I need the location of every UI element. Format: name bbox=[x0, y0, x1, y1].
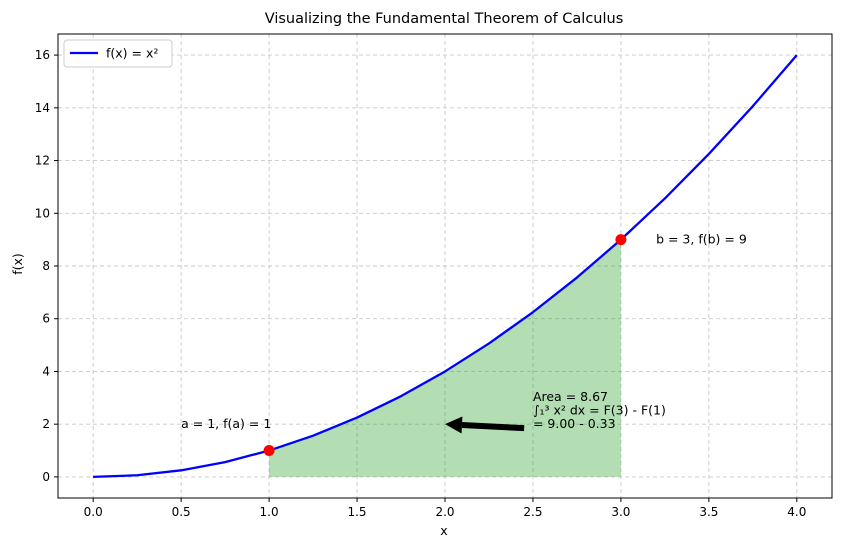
x-tick-label: 3.5 bbox=[699, 505, 718, 519]
y-tick-label: 16 bbox=[35, 48, 50, 62]
series-line bbox=[93, 54, 798, 479]
y-tick-label: 10 bbox=[35, 206, 50, 220]
chart-title: Visualizing the Fundamental Theorem of C… bbox=[265, 11, 624, 27]
x-tick-label: 1.0 bbox=[260, 505, 279, 519]
legend-box bbox=[63, 39, 173, 68]
ticks: 0.0 0.5 1.0 1.5 2.0 2.5 3.0 3.5 4.0 0 2 4 6 8 10 12 14 16 bbox=[35, 48, 807, 519]
x-tick-label: 3.0 bbox=[611, 505, 630, 519]
x-tick-label: 2.5 bbox=[523, 505, 542, 519]
points-layer: a = 1, f(a) = 1 b = 3, f(b) = 9 bbox=[181, 232, 747, 457]
annotation-text-line: = 9.00 - 0.33 bbox=[533, 416, 616, 431]
y-tick-label: 4 bbox=[42, 364, 50, 378]
y-tick-label: 0 bbox=[42, 470, 50, 484]
x-tick-label: 0.5 bbox=[172, 505, 191, 519]
annotation-text-line: Area = 8.67 bbox=[533, 389, 608, 404]
y-tick-label: 8 bbox=[42, 259, 50, 273]
y-tick-label: 2 bbox=[42, 417, 50, 431]
x-tick-label: 0.0 bbox=[84, 505, 103, 519]
annotation-arrow-head bbox=[445, 416, 463, 434]
data-point bbox=[263, 445, 275, 457]
legend: f(x) = x² bbox=[63, 39, 173, 68]
point-label: a = 1, f(a) = 1 bbox=[181, 416, 271, 431]
y-axis-label: f(x) bbox=[10, 253, 25, 275]
x-axis-label: x bbox=[440, 523, 447, 538]
y-tick-label: 6 bbox=[42, 312, 50, 326]
series-layer bbox=[93, 54, 798, 479]
y-tick-label: 12 bbox=[35, 154, 50, 168]
x-tick-label: 2.0 bbox=[435, 505, 454, 519]
annotation-layer: Area = 8.67∫₁³ x² dx = F(3) - F(1)= 9.00… bbox=[445, 389, 666, 434]
annotation-text-line: ∫₁³ x² dx = F(3) - F(1) bbox=[533, 403, 666, 418]
x-tick-label: 1.5 bbox=[347, 505, 366, 519]
annotation-arrow-shaft bbox=[461, 422, 525, 432]
y-tick-label: 14 bbox=[35, 101, 50, 115]
grid bbox=[58, 34, 832, 498]
point-label: b = 3, f(b) = 9 bbox=[656, 232, 747, 247]
data-point bbox=[615, 234, 627, 246]
x-tick-label: 4.0 bbox=[787, 505, 806, 519]
legend-label: f(x) = x² bbox=[106, 46, 158, 61]
